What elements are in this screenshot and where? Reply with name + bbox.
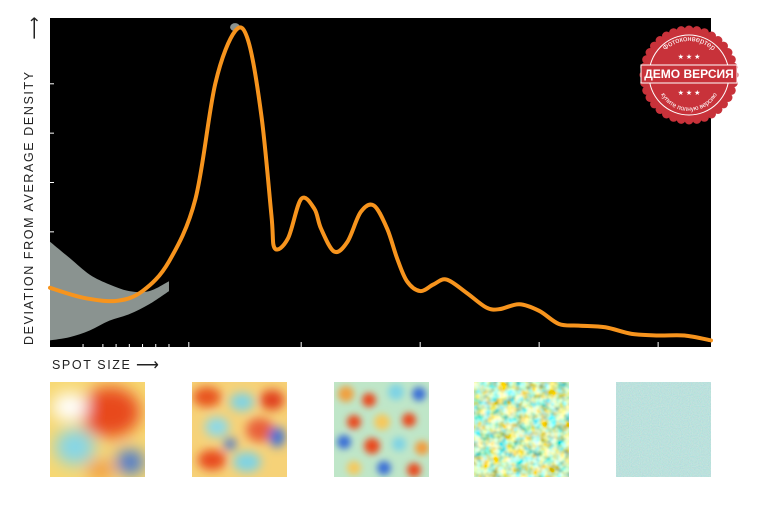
- thumbnail-medium-large-spots: [192, 382, 287, 477]
- watermark-main-text: ДЕМО ВЕРСИЯ: [644, 67, 734, 81]
- thumbnail-large-spots: [50, 382, 145, 477]
- thumbnail-medium-spots: [334, 382, 429, 477]
- uncertainty-band: [50, 241, 169, 341]
- demo-watermark-stamp: ДЕМО ВЕРСИЯ Фотоконвертер купите полную …: [639, 25, 739, 125]
- thumbnail-small-spots: [474, 382, 569, 477]
- x-arrow-icon: ⟶: [136, 357, 159, 374]
- data-line-layer: [48, 25, 713, 343]
- x-axis-label: SPOT SIZE: [52, 358, 132, 372]
- tick-layer: [50, 83, 659, 347]
- y-axis-label: DEVIATION FROM AVERAGE DENSITY: [22, 70, 36, 345]
- thumbnail-noise: [616, 382, 711, 477]
- series-line: [48, 25, 713, 343]
- y-arrow-icon: ⟶: [26, 16, 44, 40]
- svg-text:★ ★ ★: ★ ★ ★: [678, 89, 701, 97]
- svg-text:★ ★ ★: ★ ★ ★: [678, 53, 701, 61]
